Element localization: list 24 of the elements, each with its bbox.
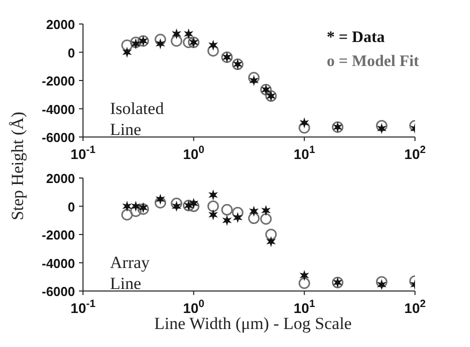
- y-tick-label: 2000: [46, 171, 75, 186]
- annotation: Array Line: [110, 252, 151, 294]
- y-tick-label: -2000: [42, 74, 75, 88]
- x-tick-label: 10$^{-1}$: [70, 298, 96, 316]
- y-tick-label: 0: [68, 199, 75, 214]
- y-tick-label: 0: [68, 45, 75, 60]
- x-tick-label: 10$^{-1}$: [70, 144, 96, 162]
- annotation: Isolated Line: [110, 98, 165, 140]
- x-tick-label: 10$^{0}$: [182, 144, 205, 162]
- text: o = Model Fit: [326, 52, 419, 72]
- x-axis-title: Line Width (μm) - Log Scale: [154, 314, 352, 333]
- x-tick-label: 10$^{1}$: [294, 144, 316, 162]
- y-tick-label: -2000: [42, 228, 75, 242]
- text: * = Data: [326, 28, 386, 48]
- y-axis-title: Step Height (Å): [8, 110, 28, 222]
- x-tick-label: 10$^{2}$: [404, 298, 426, 316]
- x-tick-label: 10$^{1}$: [294, 298, 316, 316]
- y-tick-label: -6000: [42, 130, 75, 145]
- y-tick-label: -4000: [42, 256, 75, 271]
- x-tick-label: 10$^{2}$: [404, 144, 426, 162]
- y-tick-label: -6000: [42, 284, 75, 299]
- y-tick-label: 2000: [46, 17, 75, 32]
- x-tick-label: 10$^{0}$: [182, 298, 205, 316]
- y-tick-label: -4000: [42, 102, 75, 117]
